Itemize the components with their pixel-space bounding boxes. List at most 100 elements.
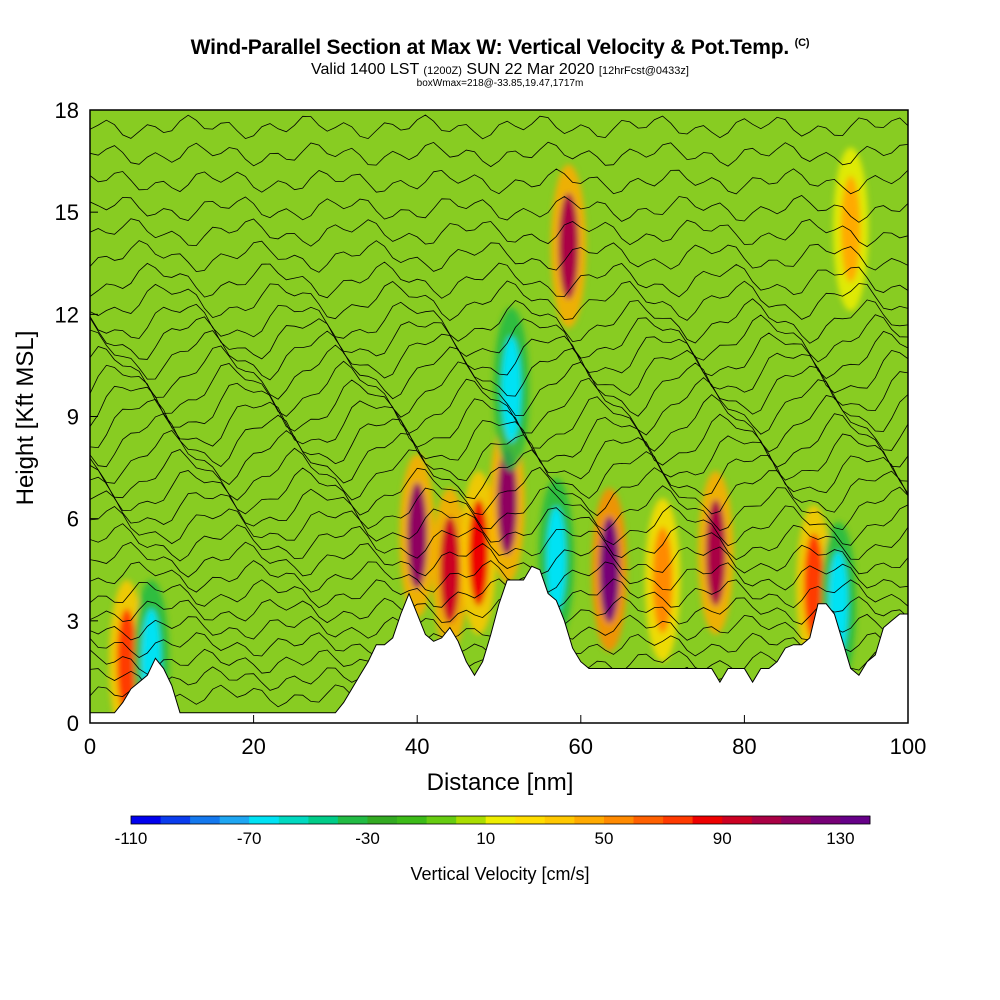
theta-contour-line xyxy=(90,360,908,418)
subtitle-date: SUN 22 Mar 2020 xyxy=(466,61,595,78)
w-cell xyxy=(599,516,620,623)
y-tick-label: 0 xyxy=(67,711,79,736)
subtitle-valid: Valid 1400 LST xyxy=(311,61,419,78)
w-cell xyxy=(652,526,673,634)
colorbar-swatch xyxy=(249,816,280,824)
colorbar-swatch xyxy=(810,816,841,824)
theta-contours xyxy=(90,114,908,709)
theta-contour-line xyxy=(90,377,908,436)
y-tick-label: 15 xyxy=(55,200,79,225)
theta-contour-line xyxy=(90,141,908,168)
colorbar-swatch xyxy=(544,816,575,824)
subtitle-forecast: [12hrFcst@0433z] xyxy=(598,65,689,77)
colorbar-tick-label: -70 xyxy=(237,829,262,848)
chart-subtitle: Valid 1400 LST (1200Z) SUN 22 Mar 2020 [… xyxy=(0,61,1000,79)
theta-contour-line xyxy=(90,541,908,578)
colorbar-swatch xyxy=(131,816,161,824)
theta-contour-line xyxy=(90,298,908,344)
chart-subtitle-2: boxWmax=218@-33.85,19.47,1717m xyxy=(416,78,584,89)
axes: 0 20 40 60 80 100 0 3 6 9 12 15 18 xyxy=(55,98,927,759)
colorbar-swatch xyxy=(663,816,694,824)
theta-contour-line xyxy=(90,280,908,322)
x-tick-label: 80 xyxy=(732,734,756,759)
plot-area xyxy=(90,110,908,723)
w-cell xyxy=(501,336,522,443)
theta-contour-line xyxy=(90,168,908,195)
theta-contour-line xyxy=(90,596,908,625)
theta-contour-line xyxy=(90,394,908,453)
colorbar-swatch xyxy=(840,816,871,824)
y-tick-label: 18 xyxy=(55,98,79,123)
x-tick-label: 60 xyxy=(569,734,593,759)
colorbar-swatch xyxy=(367,816,398,824)
x-axis-label: Distance [nm] xyxy=(427,769,574,796)
theta-contour-line xyxy=(90,578,908,610)
colorbar-swatch xyxy=(574,816,605,824)
y-tick-label: 3 xyxy=(67,609,79,634)
w-cell xyxy=(705,499,726,606)
colorbar-swatch xyxy=(692,816,723,824)
colorbar-swatch xyxy=(604,816,634,824)
theta-contour-line xyxy=(90,413,908,468)
colorbar-tick-label: 90 xyxy=(713,829,732,848)
x-tick-label: 20 xyxy=(241,734,265,759)
theta-contour-line xyxy=(90,261,908,299)
colorbar-frame xyxy=(130,815,871,825)
theta-contour-line xyxy=(90,314,908,363)
colorbar-swatch xyxy=(515,816,546,824)
colorbar-swatch xyxy=(633,816,664,824)
theta-contour-line xyxy=(90,114,908,140)
colorbar-swatch xyxy=(337,816,368,824)
colorbar-label: Vertical Velocity [cm/s] xyxy=(410,864,589,884)
chart-title-mark: (C) xyxy=(794,37,810,49)
colorbar-swatch xyxy=(781,816,812,824)
y-axis-label: Height [Kft MSL] xyxy=(12,331,39,506)
subtitle-utc: (1200Z) xyxy=(423,65,462,77)
w-cell xyxy=(840,176,861,283)
chart-title: Wind-Parallel Section at Max W: Vertical… xyxy=(0,36,1000,60)
theta-contour-line xyxy=(90,344,908,400)
y-tick-label: 9 xyxy=(67,405,79,430)
x-tick-label: 100 xyxy=(890,734,927,759)
y-tick-label: 6 xyxy=(67,507,79,532)
colorbar-tick-label: 50 xyxy=(595,829,614,848)
w-cell xyxy=(468,499,489,606)
theta-contour-line xyxy=(90,329,908,381)
y-tick-label: 12 xyxy=(55,302,79,327)
colorbar-tick-label: 130 xyxy=(826,829,854,848)
theta-contour-line xyxy=(90,523,908,562)
colorbar-swatch xyxy=(426,816,457,824)
chart-title-text: Wind-Parallel Section at Max W: Vertical… xyxy=(190,36,790,59)
colorbar: -110 -70 -30 10 50 90 130 xyxy=(115,815,871,848)
x-tick-label: 40 xyxy=(405,734,429,759)
colorbar-swatch xyxy=(278,816,309,824)
theta-contour-line xyxy=(90,504,908,547)
w-cell xyxy=(558,193,579,300)
theta-contour-line xyxy=(90,560,908,593)
colorbar-swatch xyxy=(190,816,221,824)
colorbar-swatch xyxy=(219,816,250,824)
w-cell xyxy=(497,448,517,555)
theta-contour-line xyxy=(90,195,908,223)
terrain xyxy=(90,565,908,723)
colorbar-swatch xyxy=(160,816,191,824)
w-cell xyxy=(440,516,460,623)
w-cell xyxy=(546,506,567,613)
colorbar-swatch xyxy=(751,816,782,824)
theta-contour-line xyxy=(90,240,908,273)
colorbar-tick-label: 10 xyxy=(476,829,495,848)
theta-contour-line xyxy=(90,485,908,532)
colorbar-swatch xyxy=(308,816,339,824)
theta-contour-line xyxy=(90,430,908,486)
colorbar-tick-label: -110 xyxy=(115,829,148,848)
velocity-field xyxy=(109,147,869,723)
colorbar-swatch xyxy=(485,816,516,824)
colorbar-swatch xyxy=(397,816,427,824)
w-cell xyxy=(407,482,428,589)
colorbar-swatch xyxy=(456,816,487,824)
colorbar-tick-label: -30 xyxy=(355,829,380,848)
theta-contour-line xyxy=(90,218,908,248)
x-tick-label: 0 xyxy=(84,734,96,759)
colorbar-swatch xyxy=(722,816,753,824)
